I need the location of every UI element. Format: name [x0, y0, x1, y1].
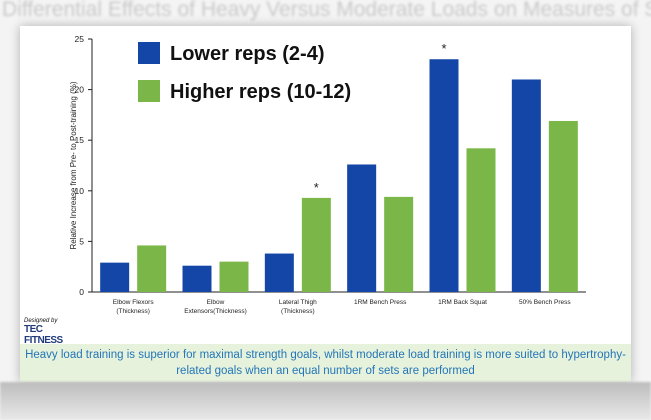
bar — [347, 164, 377, 292]
bar — [219, 261, 249, 292]
x-tick-label: Extensors(Thickness) — [184, 308, 247, 315]
significance-asterisk: * — [314, 180, 319, 195]
x-tick-label: (Thickness) — [281, 308, 315, 315]
legend-swatch — [138, 80, 160, 102]
x-tick-label: (Thickness) — [116, 308, 150, 315]
bar — [466, 148, 496, 292]
blurred-footer — [0, 382, 651, 420]
bar — [301, 197, 331, 292]
caption: Heavy load training is superior for maxi… — [20, 344, 631, 382]
bar — [511, 79, 541, 292]
significance-asterisk: * — [441, 41, 446, 56]
legend-swatch — [138, 42, 160, 64]
y-tick-label: 20 — [75, 85, 85, 95]
legend-label: Lower reps (2-4) — [170, 43, 324, 65]
bar — [137, 245, 167, 292]
x-tick-label: 1RM Bench Press — [354, 299, 407, 306]
x-tick-label: Lateral Thigh — [279, 299, 317, 306]
bar — [384, 196, 414, 292]
y-axis-label: Relative Increase from Pre- to Post-trai… — [69, 81, 78, 249]
y-tick-label: 5 — [79, 236, 84, 246]
x-tick-label: 1RM Back Squat — [438, 299, 487, 306]
logo-brand: TEC FITNESS — [24, 324, 63, 346]
x-tick-label: 50% Bench Press — [519, 299, 571, 306]
tec-fitness-logo: Designed by TEC FITNESS — [24, 318, 82, 358]
page-title: Differential Effects of Heavy Versus Mod… — [2, 0, 651, 21]
chart-card: 0 5 10 15 20 25 Relative Increase from Pre- to… — [20, 26, 631, 382]
y-tick-label: 10 — [75, 186, 85, 196]
x-tick-label: Elbow Flexors — [113, 299, 155, 306]
x-tick-label: Elbow — [207, 299, 225, 306]
bar — [100, 262, 130, 292]
logo-designed-by: Designed by — [24, 318, 58, 324]
y-tick-label: 25 — [75, 34, 85, 44]
legend-label: Higher reps (10-12) — [170, 81, 351, 103]
bar — [182, 265, 212, 292]
bar — [264, 253, 294, 292]
y-tick-label: 0 — [79, 287, 84, 297]
bar — [548, 120, 578, 292]
bar — [429, 59, 459, 292]
bar-chart: 0 5 10 15 20 25 Relative Increase from Pre- to… — [69, 34, 586, 315]
y-tick-label: 15 — [75, 135, 85, 145]
